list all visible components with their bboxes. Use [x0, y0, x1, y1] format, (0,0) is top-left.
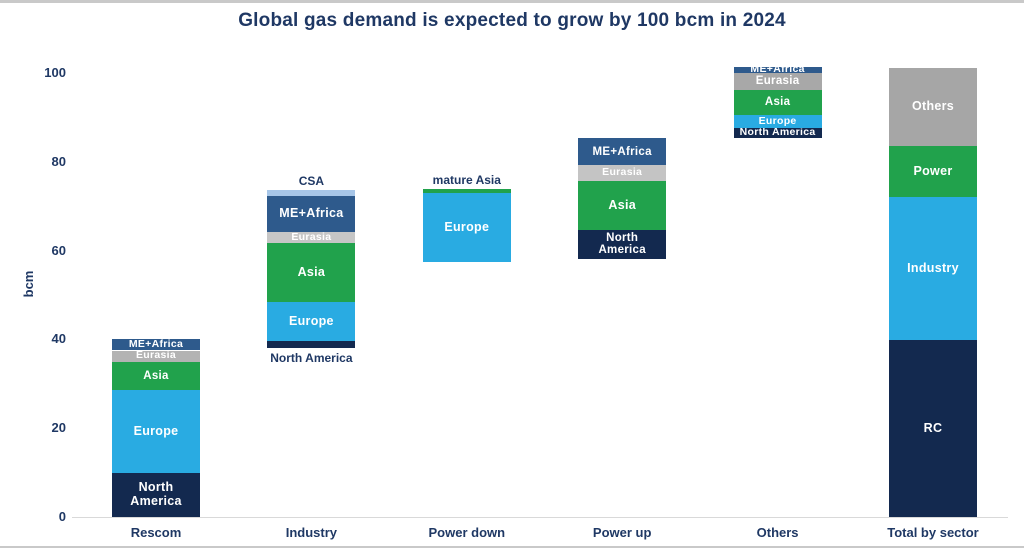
segment-industry-csa — [267, 190, 356, 197]
segment-total-by-sector-industry: Industry — [889, 196, 977, 341]
segment-label-mature-asia: mature Asia — [432, 172, 501, 187]
segment-power-up-me-africa: ME+Africa — [578, 138, 667, 166]
segment-label-north-america: North America — [270, 351, 353, 366]
x-category-others: Others — [756, 525, 799, 540]
segment-industry-europe: Europe — [267, 302, 356, 342]
bar-power-down: Europe — [422, 0, 511, 553]
segment-power-up-asia: Asia — [578, 180, 667, 230]
segment-power-down-europe: Europe — [422, 193, 511, 262]
x-category-rescom: Rescom — [130, 525, 182, 540]
bar-others: North America Europe Asia Eurasia ME+Africa — [733, 0, 822, 553]
y-tick-60: 60 — [51, 242, 66, 258]
segment-total-by-sector-others: Others — [889, 67, 977, 147]
bar-industry: Europe Asia Eurasia ME+Africa — [267, 0, 356, 553]
segment-industry-asia: Asia — [267, 243, 356, 303]
segment-others-eurasia: Eurasia — [733, 73, 822, 90]
y-tick-40: 40 — [51, 331, 66, 347]
segment-others-asia: Asia — [733, 89, 822, 116]
segment-label-csa: CSA — [298, 174, 325, 189]
x-category-power-down: Power down — [428, 525, 506, 540]
x-category-industry: Industry — [285, 525, 338, 540]
segment-others-north-america: North America — [733, 126, 822, 138]
x-category-power-up: Power up — [592, 525, 652, 540]
segment-industry-me-africa: ME+Africa — [267, 196, 356, 232]
y-tick-80: 80 — [51, 153, 66, 169]
segment-power-up-eurasia: Eurasia — [578, 165, 667, 181]
x-axis-line — [72, 517, 1008, 518]
segment-total-by-sector-rc: RC — [889, 340, 977, 517]
segment-power-up-north-america: North America — [578, 229, 667, 259]
bottom-border — [0, 546, 1024, 548]
y-tick-100: 100 — [44, 65, 66, 80]
segment-rescom-north-america: North America — [112, 472, 200, 517]
segment-industry-eurasia: Eurasia — [267, 231, 356, 244]
segment-total-by-sector-power: Power — [889, 146, 977, 197]
segment-rescom-europe: Europe — [112, 390, 200, 473]
bar-total-by-sector: RC Industry Power Others — [889, 0, 977, 553]
segment-rescom-eurasia: Eurasia — [112, 350, 200, 362]
segment-industry-north-america — [267, 341, 356, 349]
segment-others-me-africa: ME+Africa — [733, 64, 822, 75]
bar-power-up: North America Asia Eurasia ME+Africa — [578, 0, 667, 553]
chart-title: Global gas demand is expected to grow by… — [238, 10, 786, 31]
segment-power-down-mature-asia — [422, 188, 511, 194]
top-border — [0, 0, 1024, 3]
segment-rescom-me-africa: ME+Africa — [112, 339, 200, 351]
segment-others-europe: Europe — [733, 115, 822, 128]
bar-rescom: North America Europe Asia Eurasia ME+Africa — [112, 0, 200, 553]
y-tick-20: 20 — [51, 420, 66, 436]
segment-rescom-asia: Asia — [112, 361, 200, 391]
y-tick-0: 0 — [58, 509, 66, 524]
x-category-total-by-sector: Total by sector — [887, 525, 979, 540]
